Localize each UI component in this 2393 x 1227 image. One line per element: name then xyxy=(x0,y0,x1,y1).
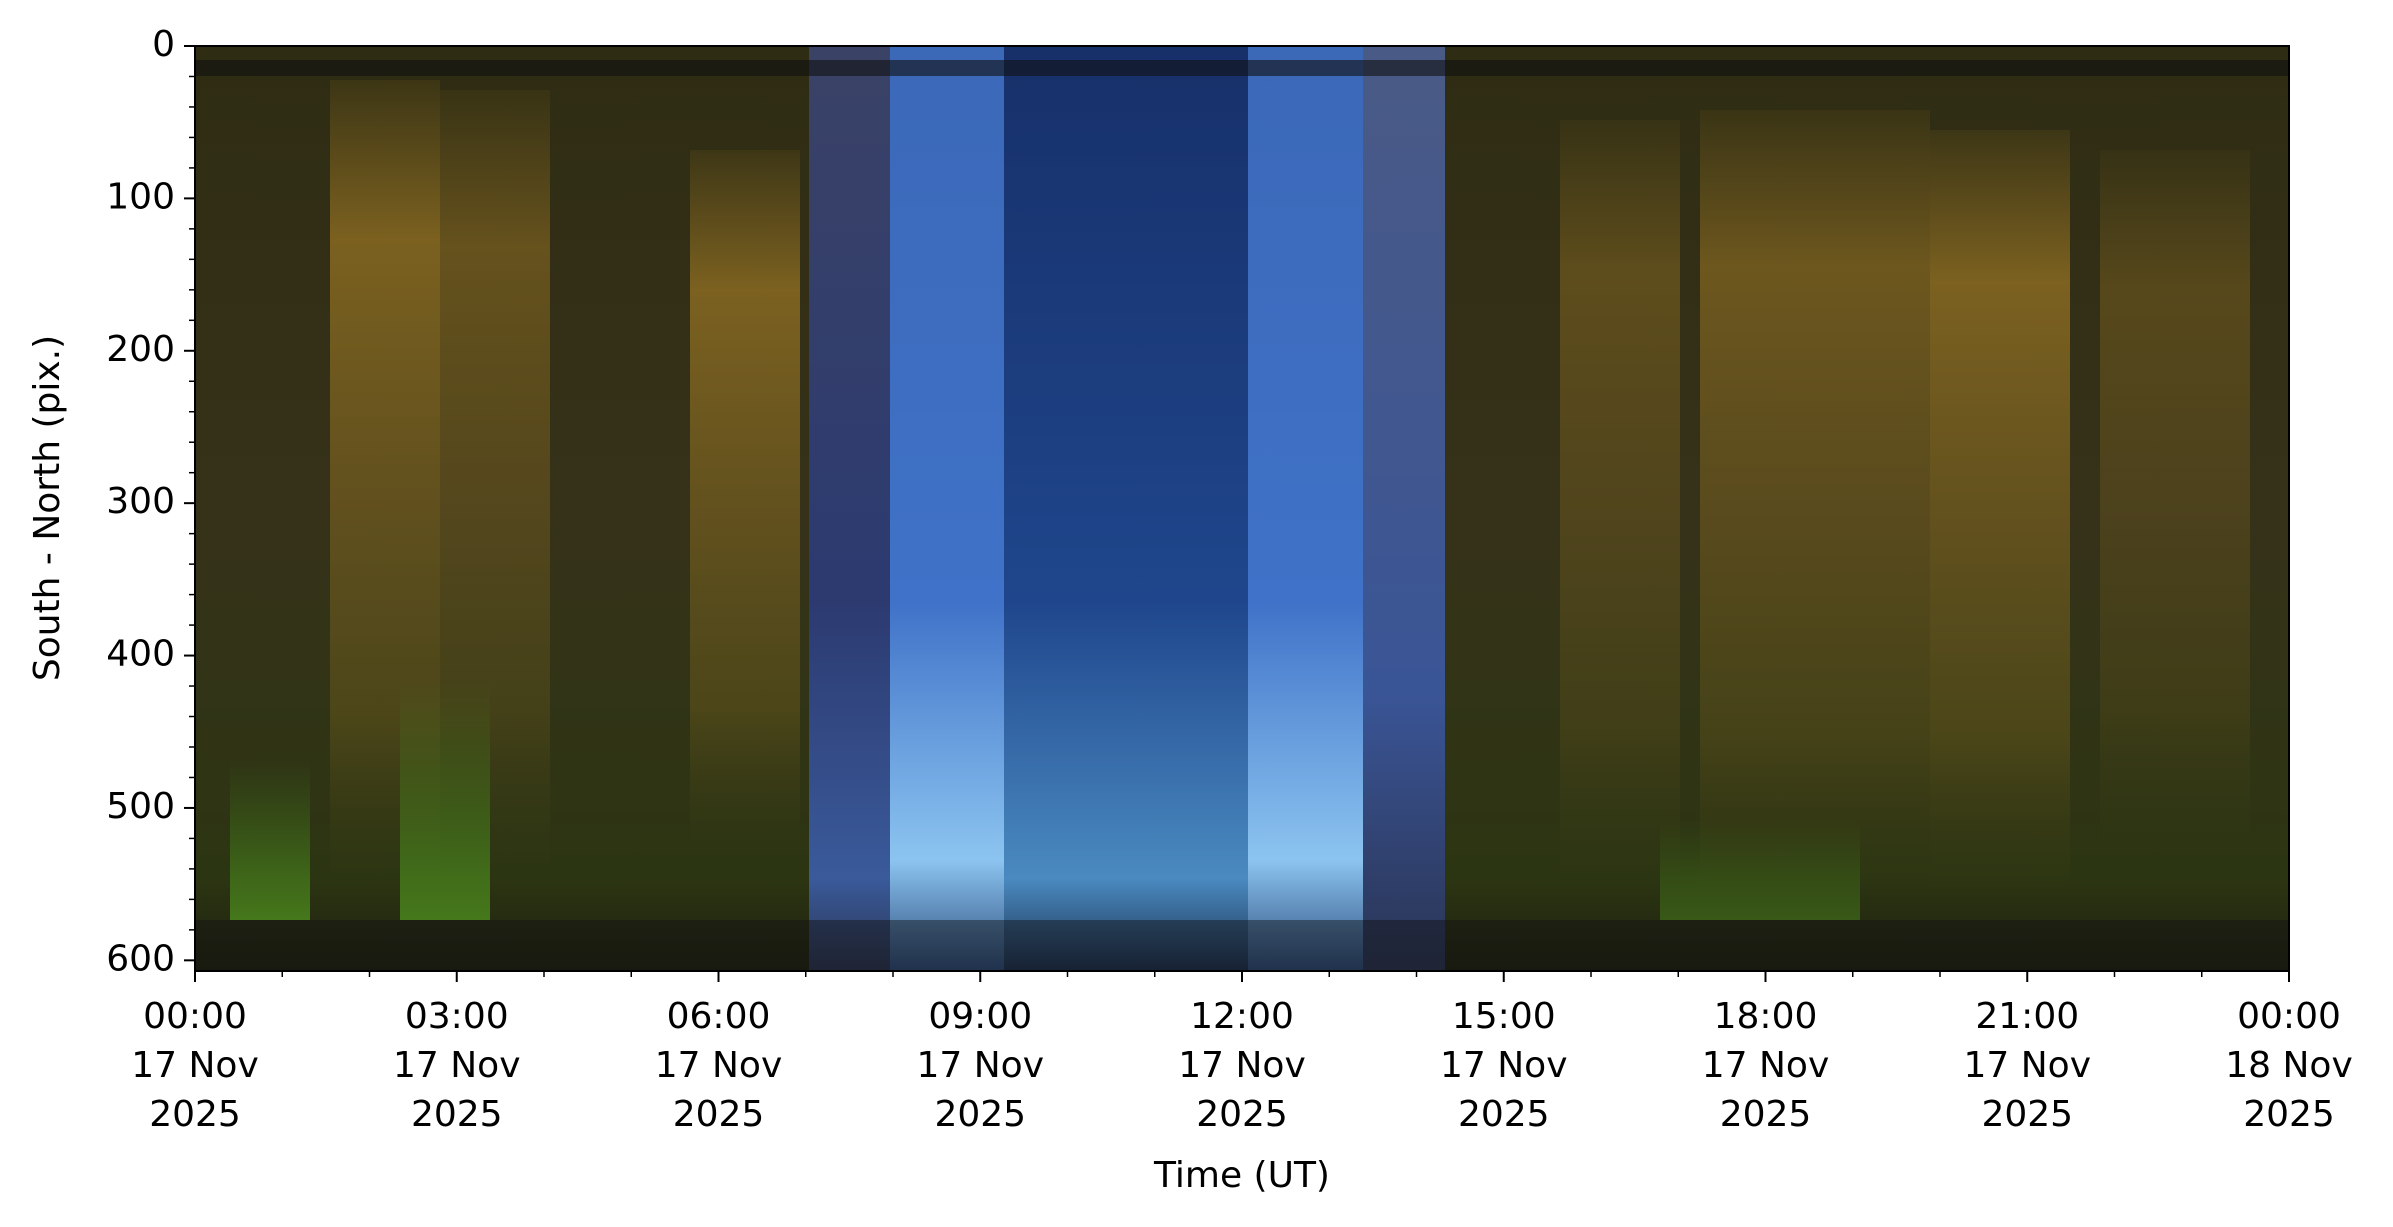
image-band xyxy=(1363,46,1445,971)
aurora-streak xyxy=(1660,820,1860,920)
aurora-streak xyxy=(1560,120,1680,880)
image-band xyxy=(890,46,1004,971)
y-tick-label: 100 xyxy=(106,176,175,217)
x-tick-label: 06:00 17 Nov 2025 xyxy=(655,996,783,1135)
image-strip xyxy=(195,60,2289,76)
x-tick-label: 18:00 17 Nov 2025 xyxy=(1702,996,1830,1135)
x-tick-label: 12:00 17 Nov 2025 xyxy=(1178,996,1306,1135)
y-axis-label: South - North (pix.) xyxy=(27,335,68,681)
y-tick-label: 200 xyxy=(106,329,175,370)
aurora-streak xyxy=(1700,110,1930,890)
image-band xyxy=(1004,46,1248,971)
y-tick-label: 400 xyxy=(106,634,175,675)
x-tick-label: 03:00 17 Nov 2025 xyxy=(393,996,521,1135)
aurora-streak xyxy=(400,680,490,920)
aurora-streak xyxy=(1930,130,2070,890)
x-axis-label: Time (UT) xyxy=(1153,1155,1330,1196)
x-tick-label: 09:00 17 Nov 2025 xyxy=(916,996,1044,1135)
x-tick-label: 00:00 17 Nov 2025 xyxy=(131,996,259,1135)
aurora-streak xyxy=(2100,150,2250,850)
y-tick-label: 300 xyxy=(106,481,175,522)
x-tick-label: 15:00 17 Nov 2025 xyxy=(1440,996,1568,1135)
y-tick-label: 500 xyxy=(106,786,175,827)
aurora-streak xyxy=(690,150,800,850)
x-tick-label: 00:00 18 Nov 2025 xyxy=(2225,996,2353,1135)
aurora-streak xyxy=(230,760,310,920)
keogram-image xyxy=(195,46,2289,971)
y-tick-label: 0 xyxy=(152,24,175,65)
y-tick-label: 600 xyxy=(106,938,175,979)
image-strip xyxy=(195,920,2289,971)
x-tick-label: 21:00 17 Nov 2025 xyxy=(1963,996,2091,1135)
image-band xyxy=(1248,46,1363,971)
image-band xyxy=(809,46,890,971)
